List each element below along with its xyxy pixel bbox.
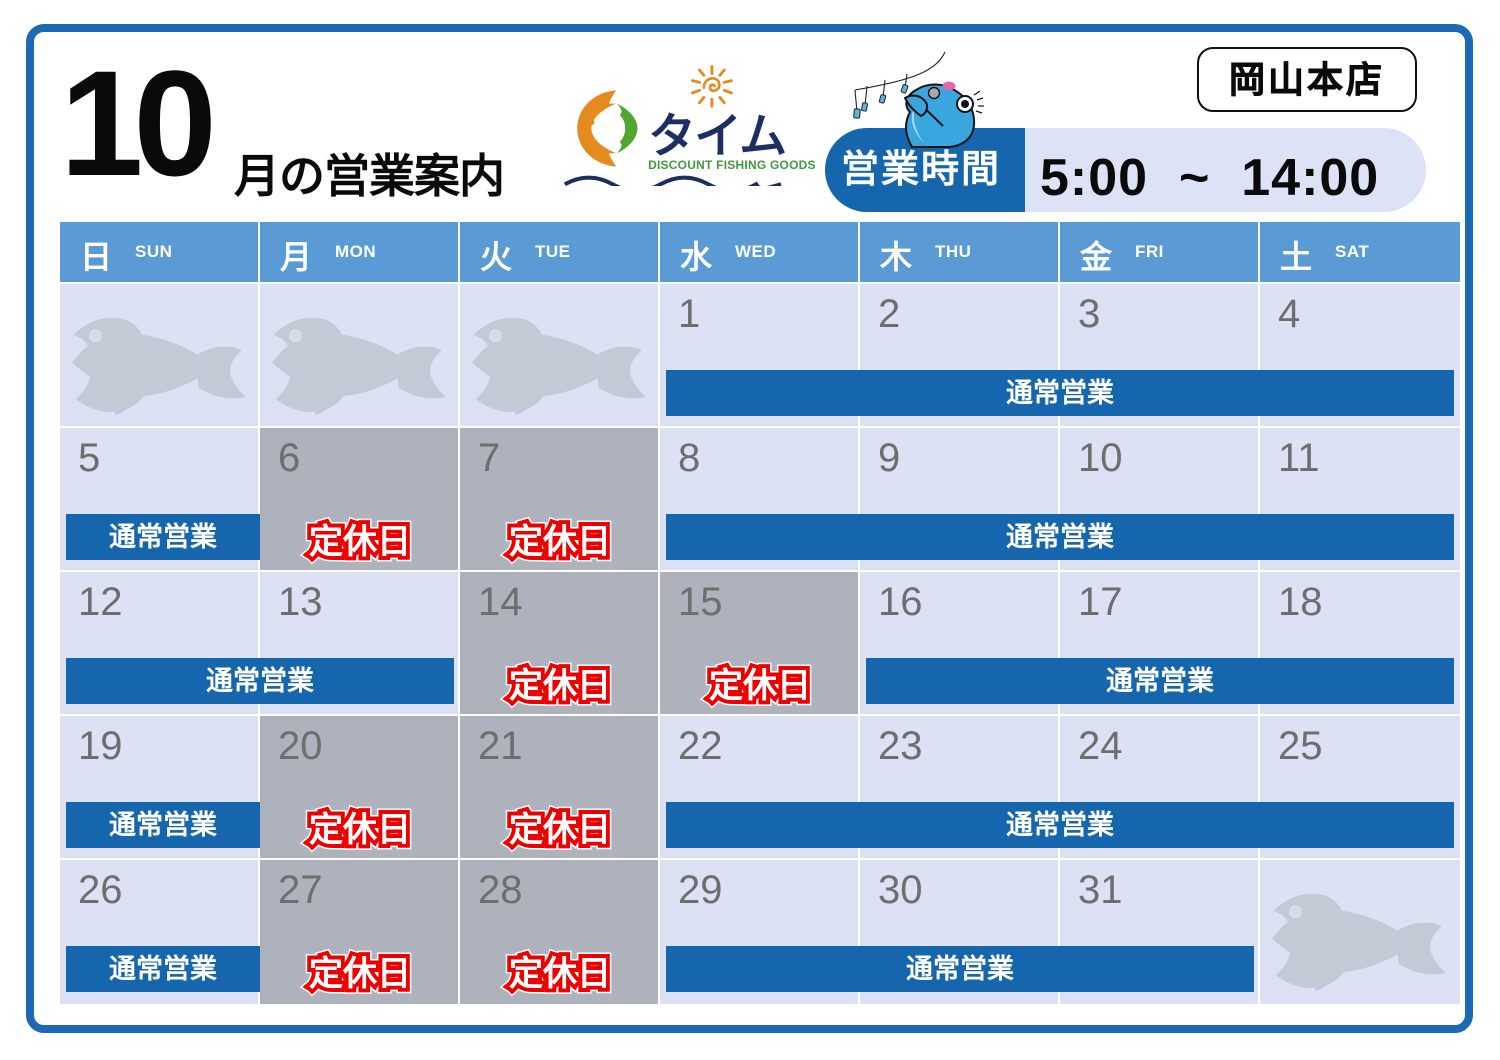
svg-text:DISCOUNT FISHING GOODS: DISCOUNT FISHING GOODS: [648, 158, 816, 172]
svg-text:タイム: タイム: [648, 110, 785, 163]
